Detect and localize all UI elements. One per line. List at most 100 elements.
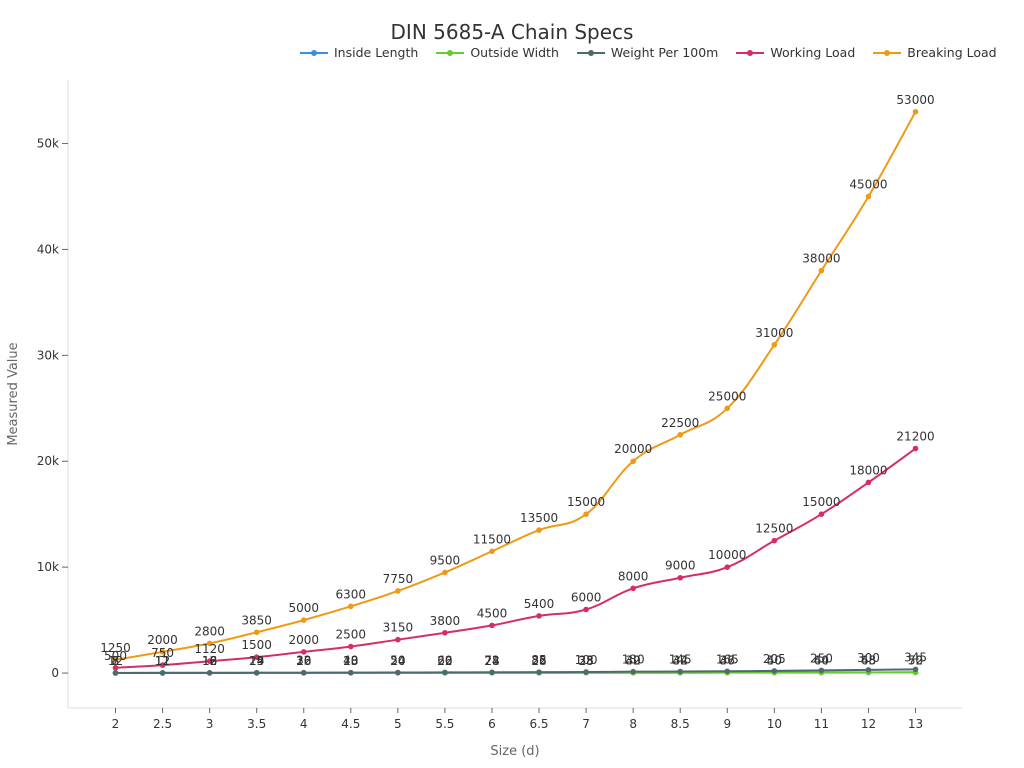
data-label-weight-per-100m: 130 xyxy=(622,653,645,667)
x-tick-label: 2 xyxy=(112,717,120,731)
data-label-inside-length: 65 xyxy=(861,653,876,667)
y-tick-label: 10k xyxy=(37,560,59,574)
point-weight-per-100m xyxy=(442,669,448,676)
point-weight-per-100m xyxy=(818,667,825,674)
y-tick-label: 20k xyxy=(37,454,59,468)
data-label-working-load: 2500 xyxy=(336,628,367,642)
data-label-inside-length: 28 xyxy=(484,654,499,668)
legend-label: Breaking Load xyxy=(907,45,997,60)
data-label-inside-length: 42 xyxy=(673,654,688,668)
point-working-load xyxy=(300,649,307,655)
data-label-breaking-load: 38000 xyxy=(802,252,840,266)
point-weight-per-100m xyxy=(489,669,495,676)
data-label-outside-width: 34 xyxy=(673,654,688,668)
legend-item-outside-width[interactable]: Outside Width xyxy=(436,45,559,60)
point-breaking-load xyxy=(442,569,448,576)
data-label-outside-width: 36 xyxy=(720,654,735,668)
data-label-outside-width: 22 xyxy=(437,654,452,668)
data-label-weight-per-100m: 50 xyxy=(390,654,405,668)
data-label-outside-width: 26 xyxy=(531,654,546,668)
point-breaking-load xyxy=(348,603,354,610)
data-label-breaking-load: 2000 xyxy=(147,633,178,647)
x-tick-label: 6.5 xyxy=(529,717,548,731)
point-weight-per-100m xyxy=(300,669,307,676)
series-line-breaking-load xyxy=(115,111,917,661)
data-label-breaking-load: 1250 xyxy=(100,641,131,655)
x-tick-label: 6 xyxy=(488,717,496,731)
point-breaking-load xyxy=(206,640,213,647)
point-weight-per-100m xyxy=(112,670,119,676)
legend-label: Outside Width xyxy=(470,45,559,60)
x-tick-label: 8.5 xyxy=(671,717,690,731)
legend-item-inside-length[interactable]: Inside Length xyxy=(300,45,418,60)
y-tick-label: 50k xyxy=(37,137,59,151)
data-label-outside-width: 32 xyxy=(626,654,641,668)
data-label-inside-length: 32 xyxy=(531,654,546,668)
x-tick-label: 5.5 xyxy=(435,717,454,731)
legend: Inside Length Outside Width Weight Per 100… xyxy=(300,45,997,60)
point-working-load xyxy=(583,606,589,613)
data-label-breaking-load: 20000 xyxy=(614,442,652,456)
data-label-inside-length: 47 xyxy=(720,654,735,668)
data-label-weight-per-100m: 7 xyxy=(112,654,120,668)
data-label-weight-per-100m: 32 xyxy=(296,654,311,668)
data-label-working-load: 1500 xyxy=(241,638,272,652)
data-label-outside-width: 28 xyxy=(578,654,593,668)
point-breaking-load xyxy=(771,341,778,348)
data-label-weight-per-100m: 250 xyxy=(810,651,833,665)
legend-item-working-load[interactable]: Working Load xyxy=(736,45,855,60)
data-label-inside-length: 23 xyxy=(343,654,358,668)
x-tick-label: 11 xyxy=(814,717,829,731)
chart-title: DIN 5685-A Chain Specs xyxy=(390,20,634,44)
point-working-load xyxy=(206,658,213,664)
legend-item-breaking-load[interactable]: Breaking Load xyxy=(873,45,997,60)
point-working-load xyxy=(253,654,260,660)
data-label-outside-width: 44 xyxy=(814,654,829,668)
data-label-working-load: 4500 xyxy=(477,606,508,620)
x-tick-label: 4.5 xyxy=(341,717,360,731)
legend-label: Weight Per 100m xyxy=(610,45,719,60)
data-label-outside-width: 52 xyxy=(908,654,923,668)
data-label-breaking-load: 9500 xyxy=(430,553,461,567)
x-tick-label: 12 xyxy=(861,717,876,731)
data-label-inside-length: 35 xyxy=(578,654,593,668)
data-label-working-load: 3800 xyxy=(430,614,461,628)
point-working-load xyxy=(677,574,684,581)
legend-item-weight-per-100m[interactable]: Weight Per 100m xyxy=(576,45,719,60)
legend-swatch xyxy=(436,47,465,59)
point-weight-per-100m xyxy=(348,669,354,676)
data-label-working-load: 10000 xyxy=(708,548,746,562)
data-label-breaking-load: 13500 xyxy=(520,511,558,525)
data-label-working-load: 750 xyxy=(151,646,174,660)
data-label-working-load: 2000 xyxy=(288,633,319,647)
point-breaking-load xyxy=(395,588,401,594)
point-weight-per-100m xyxy=(206,670,213,676)
point-working-load xyxy=(159,662,166,668)
point-working-load xyxy=(442,630,448,636)
point-working-load xyxy=(112,664,119,671)
x-tick-label: 3.5 xyxy=(247,717,266,731)
point-breaking-load xyxy=(865,193,872,200)
data-label-working-load: 18000 xyxy=(849,463,887,477)
point-breaking-load xyxy=(159,649,166,655)
data-label-breaking-load: 53000 xyxy=(896,93,934,107)
series-line-working-load xyxy=(115,447,917,669)
point-breaking-load xyxy=(630,458,636,465)
x-tick-label: 2.5 xyxy=(153,717,172,731)
data-label-breaking-load: 7750 xyxy=(383,572,414,586)
data-label-outside-width: 18 xyxy=(343,654,358,668)
data-label-inside-length: 12 xyxy=(155,654,170,668)
point-weight-per-100m xyxy=(912,666,919,673)
point-weight-per-100m xyxy=(159,670,166,676)
data-label-inside-length: 40 xyxy=(626,654,641,668)
data-label-weight-per-100m: 18 xyxy=(202,654,217,668)
data-label-breaking-load: 25000 xyxy=(708,389,746,403)
point-breaking-load xyxy=(536,527,542,533)
data-label-outside-width: 12 xyxy=(202,654,217,668)
point-working-load xyxy=(912,445,919,452)
point-working-load xyxy=(348,643,354,650)
data-label-working-load: 1120 xyxy=(194,642,225,656)
data-label-working-load: 8000 xyxy=(618,569,649,583)
legend-swatch xyxy=(736,47,765,59)
